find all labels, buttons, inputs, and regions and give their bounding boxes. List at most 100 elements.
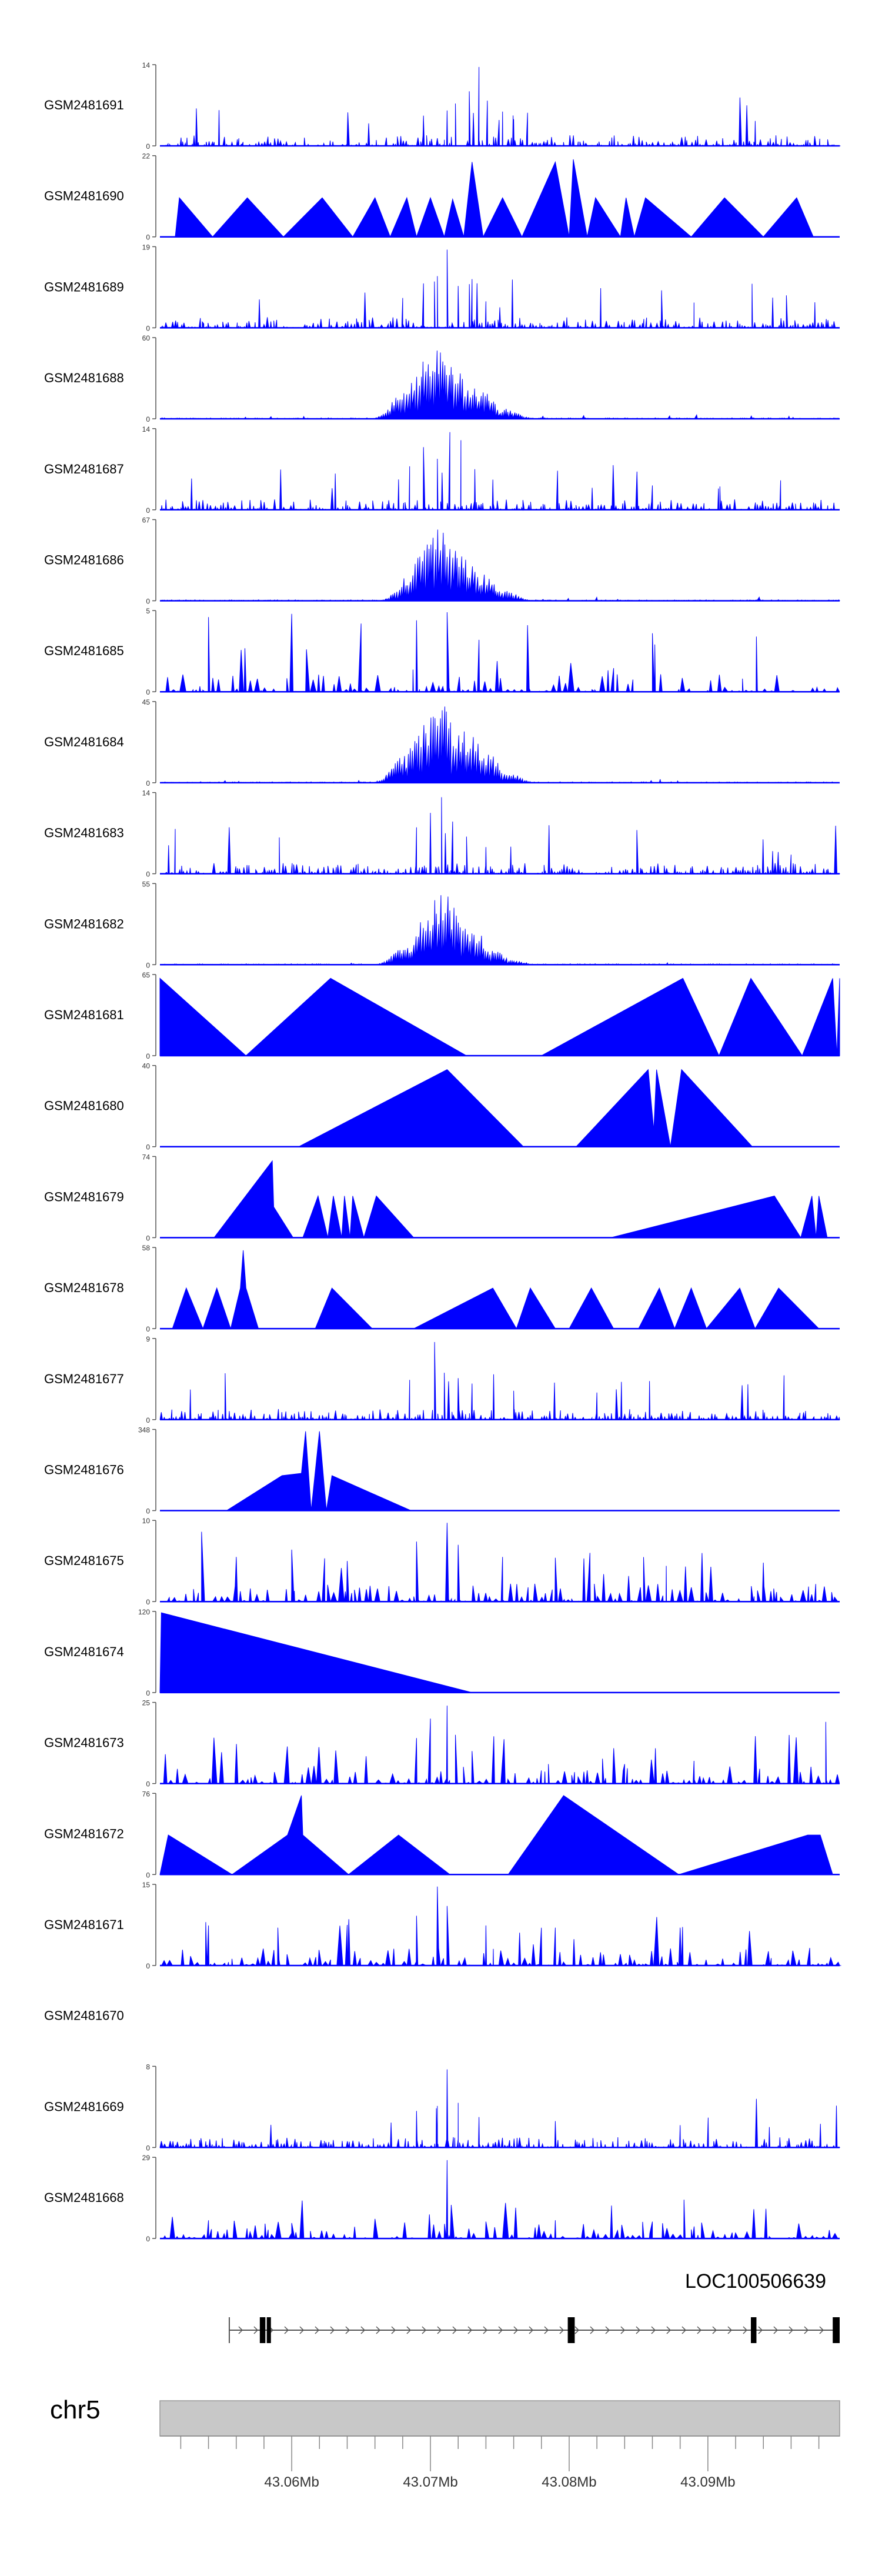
- strand-arrow: [773, 2326, 779, 2334]
- track-GSM2481688: GSM2481688 60 0: [44, 334, 840, 423]
- track-y-max-label: 14: [142, 425, 151, 433]
- track-y-min-label: 0: [146, 1507, 150, 1516]
- track-y-max-label: 9: [146, 1335, 150, 1343]
- track-coverage-area: [160, 1069, 840, 1147]
- track-y-min-label: 0: [146, 1962, 150, 1970]
- track-GSM2481681: GSM2481681 65 0: [44, 971, 840, 1060]
- strand-arrow: [758, 2326, 763, 2334]
- track-coverage-area: [160, 432, 840, 511]
- track-coverage-area: [160, 1886, 841, 1967]
- track-coverage-area: [160, 797, 840, 875]
- strand-arrow: [360, 2326, 366, 2334]
- track-y-min-label: 0: [146, 870, 150, 879]
- track-y-max-label: 348: [138, 1426, 150, 1434]
- track-y-min-label: 0: [146, 1234, 150, 1242]
- track-sample-label: GSM2481687: [44, 462, 124, 476]
- track-sample-label: GSM2481684: [44, 735, 124, 749]
- strand-arrow: [727, 2326, 733, 2334]
- track-y-min-label: 0: [146, 1416, 150, 1424]
- track-sample-label: GSM2481674: [44, 1644, 124, 1659]
- track-coverage-area: [160, 1160, 840, 1239]
- track-GSM2481683: GSM2481683 14 0: [44, 789, 840, 879]
- track-sample-label: GSM2481682: [44, 916, 124, 931]
- track-y-max-label: 65: [142, 971, 151, 979]
- strand-arrow: [345, 2326, 350, 2334]
- axis-tick-label: 43.08Mb: [542, 2474, 596, 2490]
- track-y-min-label: 0: [146, 415, 150, 423]
- track-y-max-label: 58: [142, 1244, 151, 1252]
- track-y-max-label: 45: [142, 698, 151, 706]
- track-GSM2481669: GSM2481669 8 0: [44, 2063, 840, 2152]
- strand-arrow: [620, 2326, 626, 2334]
- strand-arrow: [498, 2326, 503, 2334]
- strand-arrow: [483, 2326, 488, 2334]
- track-sample-label: GSM2481676: [44, 1463, 124, 1477]
- track-y-max-label: 22: [142, 152, 151, 161]
- track-y-max-label: 55: [142, 880, 151, 888]
- track-y-min-label: 0: [146, 2235, 150, 2243]
- track-sample-label: GSM2481678: [44, 1280, 124, 1295]
- strand-arrow: [330, 2326, 335, 2334]
- strand-arrow: [315, 2326, 320, 2334]
- track-sample-label: GSM2481686: [44, 553, 124, 568]
- track-y-max-label: 40: [142, 1062, 151, 1070]
- strand-arrow: [590, 2326, 595, 2334]
- strand-arrow: [452, 2326, 457, 2334]
- track-coverage-area: [160, 1523, 840, 1603]
- track-GSM2481675: GSM2481675 10 0: [44, 1517, 840, 1606]
- track-coverage-area: [160, 612, 840, 693]
- track-coverage-area: [160, 1706, 840, 1785]
- chromosome-label: chr5: [50, 2395, 101, 2424]
- track-y-min-label: 0: [146, 779, 150, 788]
- strand-arrow: [605, 2326, 610, 2334]
- track-y-max-label: 67: [142, 516, 151, 525]
- track-coverage-area: [159, 1795, 840, 1875]
- strand-arrow: [819, 2326, 824, 2334]
- track-GSM2481679: GSM2481679 74 0: [44, 1153, 840, 1242]
- track-GSM2481686: GSM2481686 67 0: [44, 516, 840, 606]
- track-y-max-label: 15: [142, 1881, 151, 1889]
- strand-arrow: [238, 2326, 243, 2334]
- track-sample-label: GSM2481681: [44, 1007, 124, 1022]
- gene-exon: [567, 2317, 575, 2343]
- strand-arrow: [804, 2326, 809, 2334]
- track-GSM2481676: GSM2481676 348 0: [44, 1426, 840, 1516]
- strand-arrow: [529, 2326, 534, 2334]
- strand-arrow: [299, 2326, 305, 2334]
- strand-arrow: [544, 2326, 549, 2334]
- track-y-min-label: 0: [146, 1052, 150, 1060]
- track-sample-label: GSM2481670: [44, 2008, 124, 2023]
- strand-arrow: [789, 2326, 794, 2334]
- track-y-min-label: 0: [146, 1871, 150, 1879]
- track-GSM2481674: GSM2481674 120 0: [44, 1608, 840, 1697]
- strand-arrow: [559, 2326, 564, 2334]
- track-coverage-area: [159, 529, 840, 602]
- track-sample-label: GSM2481680: [44, 1099, 124, 1113]
- track-coverage-area: [159, 1342, 840, 1421]
- gene-exon: [833, 2317, 840, 2343]
- strand-arrow: [437, 2326, 442, 2334]
- track-GSM2481677: GSM2481677 9 0: [44, 1335, 840, 1424]
- track-GSM2481691: GSM2481691 14 0: [44, 61, 841, 151]
- track-y-max-label: 8: [146, 2063, 150, 2071]
- strand-arrow: [253, 2326, 259, 2334]
- track-GSM2481668: GSM2481668 29 0: [44, 2154, 840, 2243]
- strand-arrow: [574, 2326, 580, 2334]
- track-GSM2481672: GSM2481672 76 0: [44, 1790, 840, 1879]
- track-y-max-label: 10: [142, 1517, 151, 1525]
- strand-arrow: [422, 2326, 427, 2334]
- track-GSM2481687: GSM2481687 14 0: [44, 425, 840, 515]
- strand-arrow: [681, 2326, 687, 2334]
- track-sample-label: GSM2481675: [44, 1553, 124, 1568]
- strand-arrow: [406, 2326, 412, 2334]
- track-sample-label: GSM2481683: [44, 826, 124, 840]
- track-y-max-label: 60: [142, 334, 151, 342]
- track-sample-label: GSM2481691: [44, 98, 124, 112]
- track-y-max-label: 29: [142, 2154, 151, 2162]
- gene-model: [228, 2317, 840, 2343]
- track-coverage-area: [159, 2069, 840, 2149]
- track-y-min-label: 0: [146, 688, 150, 696]
- track-coverage-area: [159, 1612, 840, 1693]
- track-coverage-area: [160, 2160, 840, 2239]
